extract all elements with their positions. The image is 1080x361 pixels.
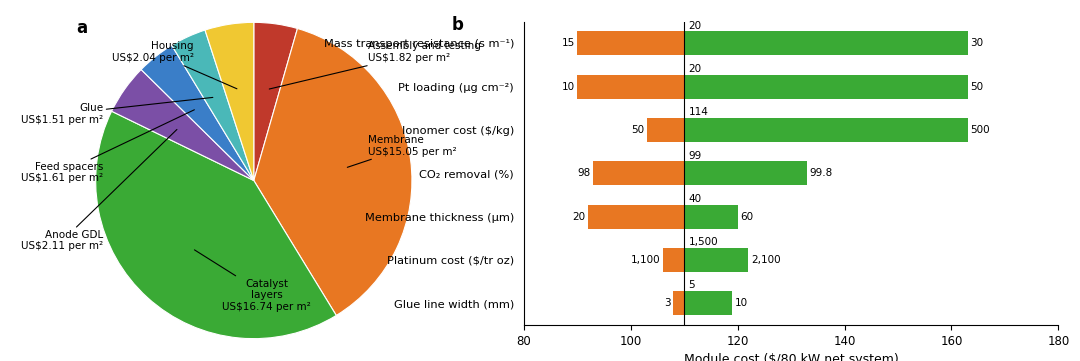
X-axis label: Module cost ($/80 kW net system): Module cost ($/80 kW net system) xyxy=(684,353,899,361)
Text: 30: 30 xyxy=(970,38,983,48)
Text: 20: 20 xyxy=(572,212,585,222)
Wedge shape xyxy=(96,111,336,339)
Bar xyxy=(577,31,685,55)
Text: 10: 10 xyxy=(735,298,748,308)
Bar xyxy=(685,161,807,185)
Bar xyxy=(577,75,685,99)
Text: a: a xyxy=(77,19,87,37)
Wedge shape xyxy=(172,30,254,180)
Text: Housing
US$2.04 per m²: Housing US$2.04 per m² xyxy=(111,41,237,89)
Text: Feed spacers
US$1.61 per m²: Feed spacers US$1.61 per m² xyxy=(22,110,194,183)
Text: 99: 99 xyxy=(688,151,702,161)
Text: 1,100: 1,100 xyxy=(631,255,660,265)
Text: 40: 40 xyxy=(688,194,702,204)
Text: 20: 20 xyxy=(688,21,702,31)
Text: Membrane
US$15.05 per m²: Membrane US$15.05 per m² xyxy=(348,135,456,167)
Bar xyxy=(647,118,685,142)
Bar xyxy=(685,118,968,142)
Text: Catalyst
layers
US$16.74 per m²: Catalyst layers US$16.74 per m² xyxy=(194,250,311,312)
Bar xyxy=(663,248,685,272)
Text: 114: 114 xyxy=(688,107,708,117)
Text: Glue
US$1.51 per m²: Glue US$1.51 per m² xyxy=(22,97,213,125)
Text: 1,500: 1,500 xyxy=(688,237,718,247)
Wedge shape xyxy=(254,29,411,316)
Text: b: b xyxy=(451,16,463,34)
Text: 15: 15 xyxy=(562,38,575,48)
Wedge shape xyxy=(254,22,297,180)
Text: 98: 98 xyxy=(578,168,591,178)
Text: 99.8: 99.8 xyxy=(810,168,833,178)
Text: 3: 3 xyxy=(664,298,671,308)
Text: 10: 10 xyxy=(562,82,575,92)
Text: 50: 50 xyxy=(631,125,644,135)
Text: Anode GDL
US$2.11 per m²: Anode GDL US$2.11 per m² xyxy=(22,130,177,251)
Text: 500: 500 xyxy=(970,125,989,135)
Text: 50: 50 xyxy=(970,82,983,92)
Bar xyxy=(593,161,685,185)
Wedge shape xyxy=(111,70,254,180)
Bar xyxy=(685,248,748,272)
Bar xyxy=(685,291,732,315)
Text: 20: 20 xyxy=(688,64,702,74)
Bar xyxy=(588,205,685,229)
Bar xyxy=(685,205,738,229)
Text: Assembly and testing
US$1.82 per m²: Assembly and testing US$1.82 per m² xyxy=(269,41,481,89)
Text: 60: 60 xyxy=(740,212,754,222)
Text: 2,100: 2,100 xyxy=(751,255,781,265)
Bar xyxy=(685,75,968,99)
Bar xyxy=(685,31,968,55)
Wedge shape xyxy=(205,22,254,180)
Wedge shape xyxy=(141,45,254,180)
Text: 5: 5 xyxy=(688,280,696,291)
Bar xyxy=(674,291,685,315)
